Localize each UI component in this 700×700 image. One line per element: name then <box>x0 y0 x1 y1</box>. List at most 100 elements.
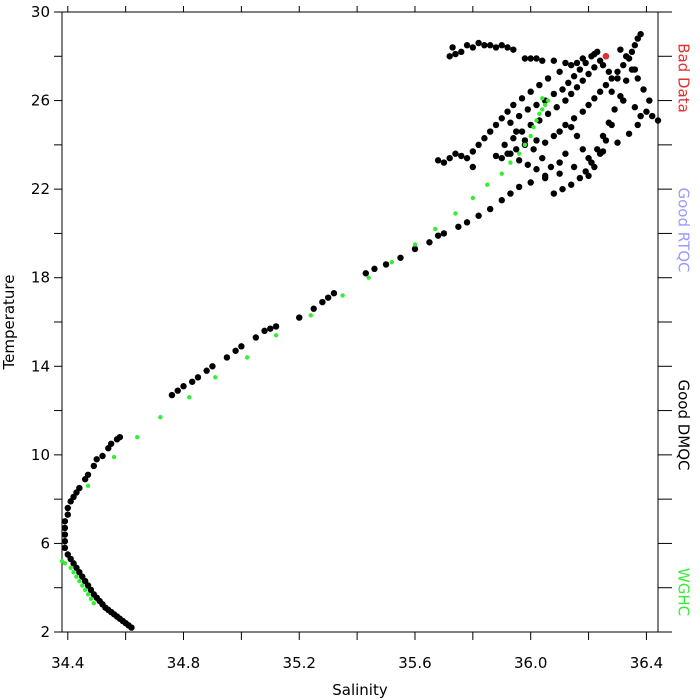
data-point <box>539 57 546 64</box>
data-point <box>411 245 419 253</box>
data-point <box>492 152 500 160</box>
data-point <box>82 587 88 593</box>
data-point <box>455 223 462 230</box>
legend: Bad Data Good RTQC Good DMQC WGHC <box>675 43 693 616</box>
data-point <box>85 592 91 597</box>
data-point <box>579 146 586 153</box>
data-point <box>135 434 140 440</box>
data-point <box>446 154 453 162</box>
data-point <box>596 88 604 95</box>
data-point <box>272 323 280 330</box>
plot-frame <box>61 11 659 633</box>
y-tick-label: 22 <box>31 180 50 198</box>
data-point <box>562 59 569 67</box>
data-point <box>602 53 610 60</box>
data-point <box>453 211 458 216</box>
data-point <box>570 115 578 122</box>
data-point <box>654 117 662 124</box>
data-point <box>524 106 532 113</box>
data-point <box>527 88 534 95</box>
y-tick-label: 26 <box>31 92 50 110</box>
data-point <box>475 212 482 219</box>
data-point <box>556 128 563 135</box>
data-point <box>324 294 332 301</box>
legend-label: Good DMQC <box>675 379 693 470</box>
data-point <box>440 230 448 237</box>
data-point <box>568 181 575 188</box>
data-point <box>158 415 163 420</box>
data-point <box>628 48 636 56</box>
data-point <box>504 108 511 115</box>
data-point <box>507 150 514 157</box>
data-point <box>562 150 569 157</box>
data-point <box>540 107 545 112</box>
data-point <box>617 92 624 100</box>
data-point <box>550 57 558 64</box>
data-point <box>88 596 94 601</box>
data-point <box>582 59 589 67</box>
data-point <box>492 44 500 51</box>
data-point <box>522 142 528 148</box>
data-point <box>625 130 633 137</box>
series-wghc <box>59 96 551 606</box>
data-point <box>504 44 511 51</box>
data-point <box>631 42 639 49</box>
data-point <box>452 150 459 157</box>
data-point <box>492 121 500 129</box>
data-point <box>510 101 517 109</box>
data-point <box>550 90 558 98</box>
data-point <box>434 232 442 239</box>
data-point <box>515 112 523 120</box>
data-point <box>631 104 639 111</box>
data-point <box>62 561 68 566</box>
data-point <box>515 183 523 191</box>
data-point <box>498 115 505 122</box>
data-point <box>203 367 210 374</box>
y-tick-label: 10 <box>31 446 50 464</box>
data-point <box>433 226 438 232</box>
axis-ticks <box>54 6 672 640</box>
data-point <box>588 53 595 60</box>
data-point <box>620 61 627 69</box>
x-tick-label: 34.8 <box>167 654 200 672</box>
data-point <box>434 157 442 164</box>
data-point <box>61 544 69 552</box>
data-point <box>507 119 514 126</box>
data-point <box>533 137 540 144</box>
data-point <box>107 440 115 447</box>
data-point <box>565 79 572 87</box>
data-point <box>498 197 505 204</box>
data-point <box>622 77 630 84</box>
data-point <box>634 121 641 129</box>
data-point <box>469 148 477 155</box>
data-point <box>617 46 624 53</box>
x-tick-label: 36.0 <box>514 654 547 672</box>
data-point <box>389 260 395 265</box>
data-point <box>64 504 71 512</box>
x-tick-label: 34.4 <box>51 654 84 672</box>
data-point <box>498 42 505 49</box>
data-point <box>475 39 482 47</box>
data-point <box>470 195 476 201</box>
data-point <box>576 174 584 182</box>
data-point <box>539 154 546 162</box>
data-point <box>310 305 317 312</box>
data-point <box>458 48 465 56</box>
data-point <box>553 104 560 111</box>
data-point <box>111 454 117 460</box>
data-point <box>68 565 73 570</box>
data-point <box>61 518 69 525</box>
data-point <box>469 163 477 171</box>
data-point <box>362 270 369 277</box>
y-tick-label: 18 <box>31 269 50 287</box>
data-point <box>475 141 482 149</box>
data-point <box>562 121 569 129</box>
data-point <box>507 190 514 197</box>
data-point <box>605 68 613 75</box>
data-point <box>622 53 630 60</box>
data-point <box>194 374 202 381</box>
data-point <box>550 190 558 197</box>
data-point <box>452 50 459 58</box>
y-tick-label: 6 <box>40 534 50 552</box>
